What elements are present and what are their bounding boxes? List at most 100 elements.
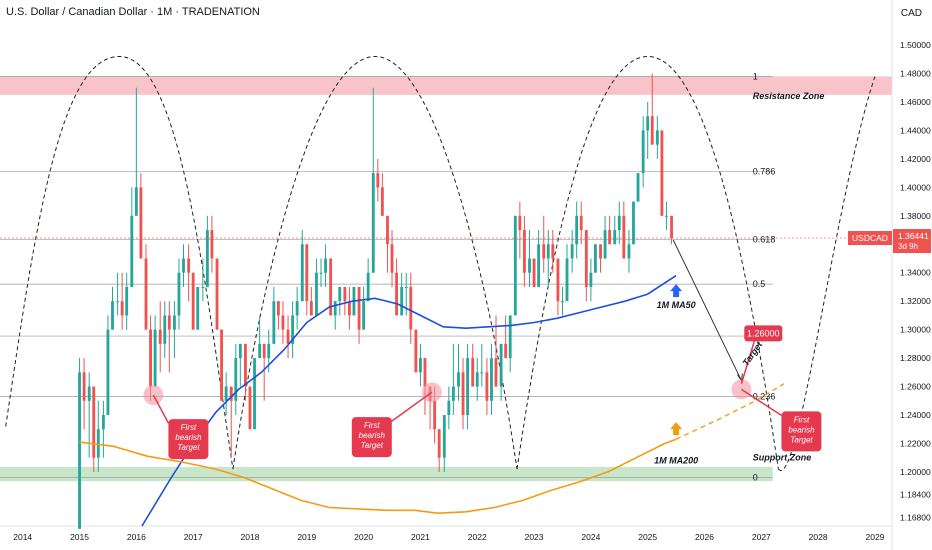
candle-body <box>111 301 114 330</box>
y-tick-label: 1.28000 <box>900 353 931 363</box>
candle-body <box>130 215 134 287</box>
candle-body <box>357 286 361 330</box>
ma200-projection <box>675 383 785 440</box>
candle-body <box>522 230 526 273</box>
x-tick-label: 2022 <box>468 532 487 542</box>
candle-body <box>253 358 256 430</box>
callout-text: bearish <box>788 425 815 434</box>
candle-body <box>376 173 380 188</box>
y-tick-label: 1.18400 <box>900 490 931 500</box>
candle-body <box>608 230 612 245</box>
candle-body <box>220 329 223 401</box>
candle-body <box>528 258 531 273</box>
candle-body <box>419 358 422 373</box>
support-zone <box>0 466 773 482</box>
candle-body <box>82 372 86 401</box>
callout-box <box>781 411 822 452</box>
price-tag-countdown: 3d 9h <box>898 242 918 251</box>
candle-body <box>134 187 138 216</box>
candle-body <box>466 358 470 416</box>
symbol-tag <box>848 231 892 246</box>
cycle-arc <box>516 55 779 470</box>
currency-label: CAD <box>900 8 922 19</box>
candle-body <box>343 286 347 302</box>
candle-body <box>565 258 569 302</box>
candle-body <box>309 301 313 316</box>
candle-body <box>286 329 290 344</box>
callout-box <box>351 417 392 458</box>
candle-body <box>167 315 171 330</box>
y-tick-label: 1.38000 <box>900 211 931 221</box>
candle-body <box>584 230 588 287</box>
y-tick-label: 1.42000 <box>900 154 931 164</box>
candle-body <box>655 130 659 145</box>
candle-body <box>447 400 451 416</box>
candle-body <box>532 258 536 287</box>
x-tick-label: 2027 <box>752 532 771 542</box>
candle-body <box>400 286 404 316</box>
candle-body <box>333 301 337 316</box>
candle-body <box>295 301 299 316</box>
candle-body <box>561 301 564 303</box>
candle-body <box>347 301 351 316</box>
candle-body <box>636 173 640 202</box>
candle-body <box>551 244 555 259</box>
candle-body <box>461 372 465 416</box>
y-tick-label: 1.48000 <box>900 69 931 79</box>
candle-body <box>665 215 668 217</box>
fib-label-0.618: 0.618 <box>753 234 776 244</box>
candle-body <box>281 315 285 330</box>
candle-body <box>537 244 541 287</box>
y-tick-label: 1.22000 <box>900 438 931 448</box>
y-tick-label: 1.34000 <box>900 268 931 278</box>
candle-body <box>305 244 309 302</box>
candle-body <box>96 429 100 458</box>
candle-body <box>603 230 607 259</box>
candle-body <box>622 215 626 259</box>
candle-body <box>575 215 579 245</box>
callout-line <box>391 391 433 422</box>
candle-body <box>196 286 200 330</box>
candle-body <box>144 258 148 330</box>
x-tick-label: 2017 <box>184 532 203 542</box>
y-tick-label: 1.32000 <box>900 296 931 306</box>
fib-label-0.5: 0.5 <box>753 279 766 289</box>
candle-body <box>480 372 484 374</box>
x-tick-label: 2026 <box>695 532 714 542</box>
candle-body <box>120 301 124 316</box>
candle-body <box>513 215 517 316</box>
ma200-up-arrow <box>670 422 683 436</box>
callout-text: First <box>794 415 810 424</box>
candle-body <box>395 272 398 316</box>
candle-body <box>457 372 460 387</box>
callout-text: bearish <box>175 433 202 442</box>
candle-body <box>87 386 91 401</box>
candle-body <box>471 358 475 387</box>
candle-body <box>641 130 645 174</box>
x-tick-label: 2024 <box>581 532 600 542</box>
candle-body <box>617 215 621 231</box>
chart-title: U.S. Dollar / Canadian Dollar · 1M · TRA… <box>6 6 260 18</box>
candle-body <box>475 372 479 387</box>
callout-line <box>741 388 782 417</box>
candle-body <box>494 358 498 387</box>
candle-body <box>546 244 550 259</box>
y-tick-label: 1.20000 <box>900 467 931 477</box>
candle-body <box>485 372 489 401</box>
support-zone-label: Support Zone <box>753 453 812 463</box>
x-tick-label: 2019 <box>297 532 316 542</box>
candle-body <box>92 386 96 458</box>
x-tick-label: 2018 <box>241 532 260 542</box>
candle-body <box>182 258 185 273</box>
x-tick-label: 2028 <box>809 532 828 542</box>
x-tick-label: 2015 <box>70 532 89 542</box>
candle-body <box>556 258 560 302</box>
ma50-up-arrow <box>670 284 683 298</box>
cycle-arc <box>5 55 234 470</box>
candle-body <box>173 315 176 330</box>
candle-body <box>451 386 455 401</box>
callout-box <box>168 419 209 460</box>
candle-body <box>433 400 437 430</box>
target-connector <box>740 341 755 384</box>
